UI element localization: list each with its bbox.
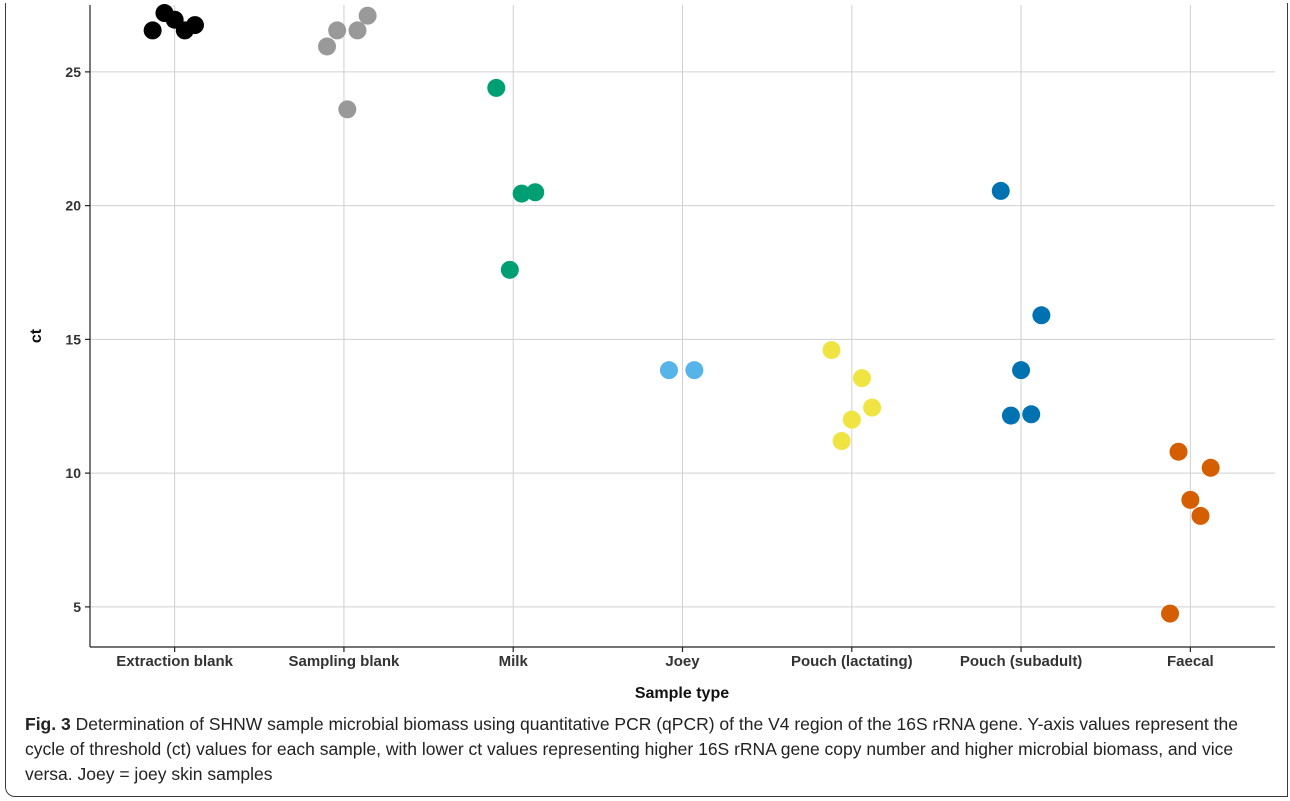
data-point (1201, 458, 1220, 477)
caption-label: Fig. 3 (25, 714, 71, 734)
data-point (1169, 442, 1188, 461)
x-tick-label: Milk (499, 653, 529, 670)
data-point (358, 6, 377, 25)
x-tick-label: Faecal (1167, 653, 1214, 670)
data-point (512, 184, 531, 203)
x-axis-label: Sample type (635, 685, 729, 702)
data-point (328, 21, 347, 40)
y-tick-label: 10 (65, 465, 81, 481)
data-point (318, 37, 336, 56)
data-point (1012, 361, 1031, 380)
scatter-chart: 5 10 15 20 25 Extraction blank Sampling blank… (28, 4, 1275, 702)
data-points (143, 4, 1220, 623)
data-point (1191, 506, 1210, 525)
data-point (659, 361, 678, 380)
x-tick-label: Joey (665, 653, 700, 670)
data-point (487, 78, 506, 97)
data-point (863, 398, 882, 417)
x-tick-label: Extraction blank (116, 653, 233, 670)
data-point (348, 21, 367, 40)
data-point (1161, 604, 1180, 623)
y-axis-label: ct (28, 328, 45, 343)
figure-frame (5, 3, 1288, 797)
x-tick-label: Pouch (subadult) (960, 653, 1083, 670)
data-point (1022, 405, 1041, 424)
y-tick-label: 25 (65, 64, 81, 80)
axes (85, 5, 1275, 652)
y-tick-labels: 5 10 15 20 25 (65, 64, 81, 615)
data-point (1032, 306, 1051, 325)
data-point (822, 341, 841, 360)
x-tick-label: Sampling blank (288, 653, 400, 670)
caption-text: Determination of SHNW sample microbial b… (25, 714, 1238, 784)
x-tick-labels: Extraction blank Sampling blank Milk Joey Po… (116, 653, 1213, 670)
data-point (1001, 406, 1020, 425)
y-tick-label: 5 (73, 599, 81, 615)
data-point (338, 100, 357, 119)
data-point (685, 361, 704, 380)
y-tick-label: 15 (65, 331, 81, 347)
gridlines (90, 5, 1275, 647)
data-point (185, 16, 204, 35)
y-tick-label: 20 (65, 198, 81, 214)
data-point (143, 21, 162, 40)
x-tick-label: Pouch (lactating) (791, 653, 913, 670)
data-point (842, 410, 861, 429)
data-point (526, 183, 545, 202)
data-point (1181, 490, 1200, 509)
data-point (500, 260, 519, 279)
data-point (832, 432, 851, 451)
data-point (852, 369, 871, 388)
figure-caption: Fig. 3 Determination of SHNW sample micr… (25, 712, 1270, 787)
data-point (991, 181, 1010, 200)
